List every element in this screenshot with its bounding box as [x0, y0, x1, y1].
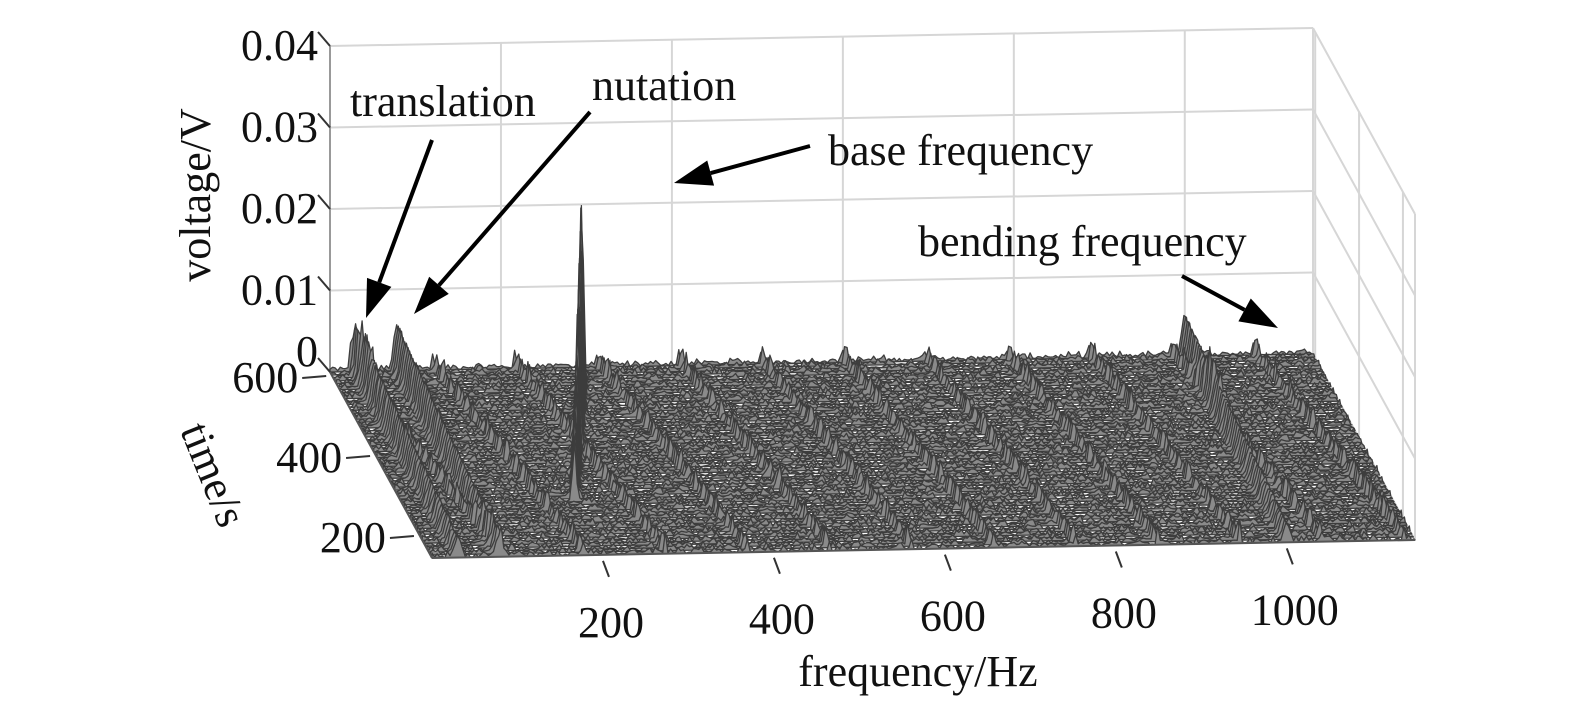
waterfall-slice [334, 321, 1319, 382]
z-tick [317, 275, 331, 292]
x-tick-label: 400 [749, 595, 815, 644]
y-axis-label: time/s [171, 416, 257, 534]
waterfall-slice [358, 264, 1343, 426]
x-tick-label: 800 [1091, 588, 1157, 637]
y-tick-label: 400 [276, 433, 342, 482]
x-tick [943, 554, 952, 571]
waterfall-slice [369, 326, 1355, 447]
y-tick [302, 375, 327, 379]
waterfall-slice [389, 408, 1374, 482]
z-tick [317, 194, 331, 210]
x-tick-label: 1000 [1251, 585, 1339, 634]
back-wall-gridline [329, 108, 1314, 129]
waterfall-slice [416, 493, 1402, 533]
waterfall-slice [392, 410, 1377, 488]
waterfall-slice [429, 519, 1415, 556]
annotation-arrow-line [377, 139, 434, 284]
waterfall-slice [329, 314, 1314, 373]
waterfall-slice [424, 505, 1410, 547]
x-tick [602, 560, 610, 578]
annotation-arrow-line [1181, 274, 1246, 312]
z-tick [317, 112, 331, 129]
annotations: translation nutation base frequency bending… [350, 61, 1278, 328]
annotation-arrow-line [710, 144, 811, 175]
x-tick-label: 200 [578, 598, 644, 647]
y-tick-label: 200 [320, 513, 386, 562]
waterfall-slice [373, 351, 1358, 453]
z-tick-label: 0.03 [241, 103, 318, 152]
waterfall-slice [382, 380, 1368, 471]
x-tick-label: 600 [920, 592, 986, 641]
annotation-arrowhead-icon [674, 160, 715, 186]
z-tick-label: 0.01 [241, 266, 318, 315]
back-wall-gridline [329, 190, 1314, 210]
annotation-label: bending frequency [918, 217, 1247, 266]
annotation-arrowhead-icon [414, 276, 449, 314]
waterfall-slice [386, 382, 1371, 476]
waterfall-slice [360, 299, 1345, 429]
frequency-axis-line [431, 539, 1416, 559]
x-tick [1114, 551, 1123, 568]
waterfall-slice [352, 253, 1337, 414]
time-axis-line [329, 371, 433, 559]
waterfall-slice [423, 507, 1408, 544]
z-tick-label: 0.04 [241, 21, 318, 70]
z-tick-label: 0.02 [241, 184, 318, 233]
annotation-arrowhead-icon [366, 277, 392, 318]
annotation-label: translation [350, 77, 536, 126]
back-wall-gridline [329, 27, 1314, 47]
waterfall-slice [342, 204, 1327, 397]
right-wall-gridline [1312, 190, 1416, 378]
y-tick [345, 455, 371, 459]
waterfall-slice [428, 514, 1413, 553]
waterfall-slice [415, 490, 1400, 530]
axes: 200 400 600 800 1000 200 400 600 0.04 0.03 0.02 0.0… [171, 21, 1416, 696]
waterfall-slice [337, 328, 1322, 388]
z-axis-label: voltage/V [171, 108, 220, 282]
z-tick [317, 357, 331, 373]
x-tick [772, 557, 781, 575]
waterfall-surface [329, 204, 1416, 559]
waterfall-slice [407, 470, 1392, 515]
x-tick [1285, 547, 1294, 565]
y-tick-label: 600 [232, 353, 298, 402]
waterfall-slice [400, 432, 1385, 503]
back-wall-gridline [329, 271, 1314, 292]
waterfall-slice [390, 393, 1376, 485]
waterfall-slice [394, 414, 1379, 491]
waterfall-slice [376, 354, 1361, 459]
annotation-label: base frequency [828, 126, 1093, 175]
right-wall-gridline [1312, 272, 1416, 459]
right-wall-gridline [1312, 27, 1416, 215]
waterfall-slice [343, 243, 1329, 400]
waterfall-slice [395, 424, 1381, 494]
right-wall-gridline [1312, 109, 1416, 296]
waterfall-slice [364, 288, 1350, 438]
z-tick [317, 31, 331, 47]
waterfall-slice [418, 493, 1403, 536]
waterfall-slice [347, 254, 1332, 406]
annotation-arrow-line [437, 110, 592, 287]
waterfall-slice [350, 279, 1335, 412]
annotation-arrowhead-icon [1238, 298, 1278, 328]
x-axis-label: frequency/Hz [798, 647, 1037, 696]
annotation-label: nutation [592, 61, 736, 110]
waterfall-slice [402, 440, 1387, 506]
waterfall-slice [356, 300, 1342, 423]
y-tick [389, 535, 415, 539]
waterfall-slice [363, 307, 1348, 435]
waterfall-slice [421, 499, 1406, 541]
z-tick-label: 0 [296, 327, 318, 376]
